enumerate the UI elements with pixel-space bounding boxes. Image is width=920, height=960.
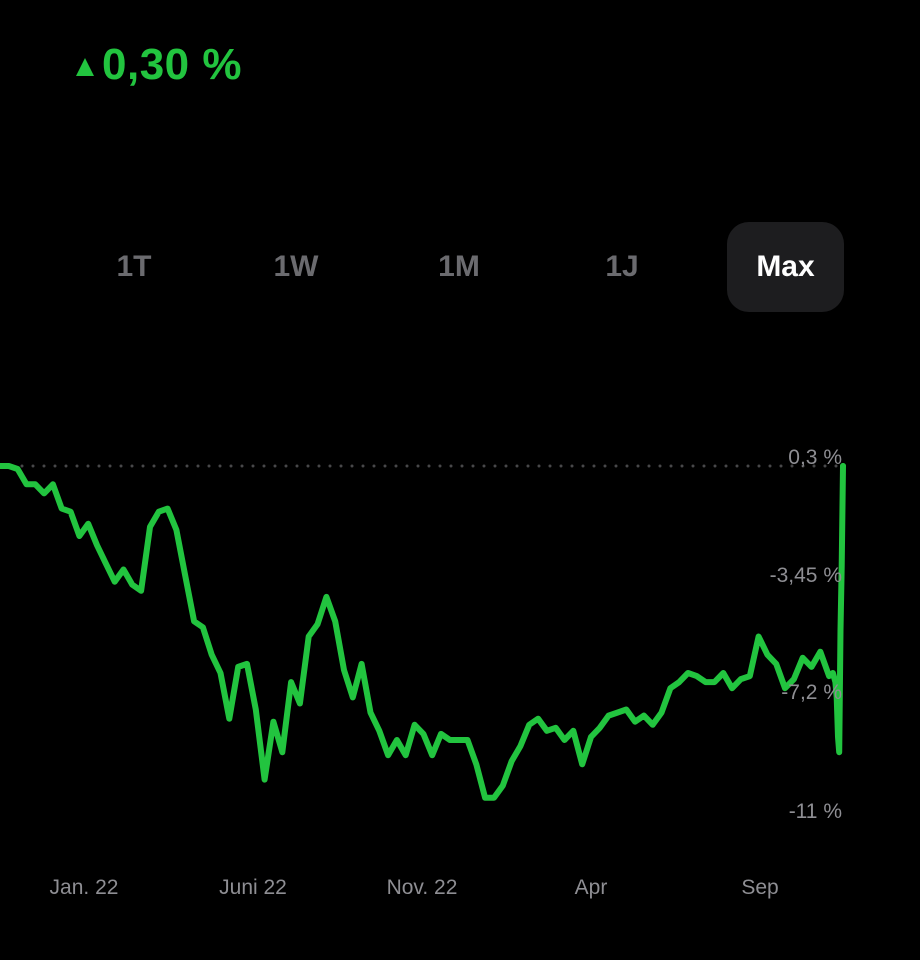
range-tabs: 1T 1W 1M 1J Max bbox=[0, 222, 920, 312]
y-tick-label: -3,45 % bbox=[769, 564, 842, 587]
x-tick-label: Apr bbox=[574, 876, 608, 899]
tab-1m[interactable]: 1M bbox=[438, 250, 480, 283]
y-tick-label: -11 % bbox=[788, 800, 842, 823]
up-triangle-icon bbox=[76, 58, 94, 76]
y-tick-label: -7,2 % bbox=[781, 681, 842, 704]
y-tick-label: 0,3 % bbox=[788, 446, 842, 469]
x-tick-label: Nov. 22 bbox=[386, 876, 458, 899]
tab-1j[interactable]: 1J bbox=[605, 250, 639, 283]
performance-change: 0,30 % bbox=[76, 40, 242, 90]
x-tick-label: Sep bbox=[741, 876, 779, 899]
x-tick-label: Jan. 22 bbox=[49, 876, 119, 899]
end-point-marker bbox=[840, 463, 846, 469]
tab-max[interactable]: Max bbox=[727, 222, 844, 312]
performance-change-value: 0,30 % bbox=[102, 40, 242, 89]
x-tick-label: Juni 22 bbox=[219, 876, 287, 899]
tab-1w[interactable]: 1W bbox=[273, 250, 319, 283]
series-line bbox=[0, 463, 846, 801]
tab-1t[interactable]: 1T bbox=[116, 250, 152, 283]
